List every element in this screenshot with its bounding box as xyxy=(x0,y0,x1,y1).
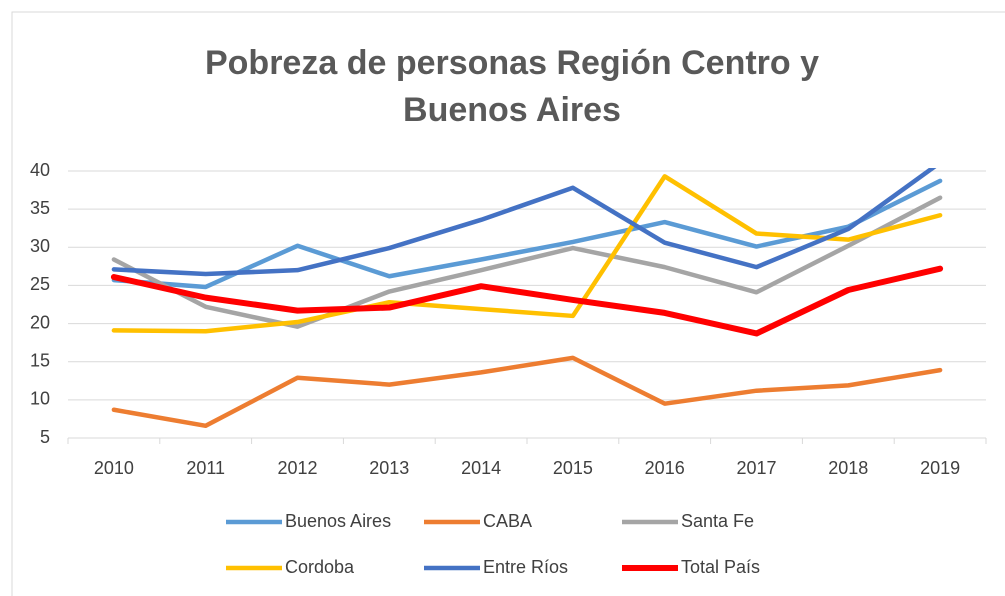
legend-label: CABA xyxy=(483,511,532,531)
series-line xyxy=(111,195,943,329)
legend-label: Cordoba xyxy=(285,557,355,577)
legend-label: Santa Fe xyxy=(681,511,754,531)
chart-title: Pobreza de personas Región Centro y Buen… xyxy=(204,44,820,129)
y-tick-label: 30 xyxy=(30,236,50,256)
y-tick-label: 10 xyxy=(30,389,50,409)
series-line xyxy=(111,174,943,334)
y-tick-label: 20 xyxy=(30,312,50,332)
x-tick-label: 2018 xyxy=(828,458,868,478)
legend-label: Total País xyxy=(681,557,760,577)
plot-area xyxy=(110,168,944,429)
x-tick-label: 2019 xyxy=(920,458,960,478)
y-tick-label: 25 xyxy=(30,274,50,294)
x-tick-label: 2014 xyxy=(461,458,501,478)
y-tick-label: 35 xyxy=(30,198,50,218)
series-line xyxy=(111,355,943,429)
y-tick-label: 5 xyxy=(40,427,50,447)
x-tick-label: 2012 xyxy=(277,458,317,478)
chart-frame xyxy=(11,11,1005,596)
y-tick-label: 15 xyxy=(30,350,50,370)
x-tick-label: 2010 xyxy=(94,458,134,478)
series-line xyxy=(111,168,937,277)
x-tick-label: 2015 xyxy=(553,458,593,478)
legend-label: Buenos Aires xyxy=(285,511,391,531)
x-tick-label: 2011 xyxy=(186,458,225,478)
x-tick-label: 2016 xyxy=(645,458,685,478)
x-tick-label: 2017 xyxy=(736,458,776,478)
legend-label: Entre Ríos xyxy=(483,557,568,577)
x-tick-label: 2013 xyxy=(369,458,409,478)
series-line xyxy=(110,265,944,337)
y-tick-label: 40 xyxy=(30,160,50,180)
